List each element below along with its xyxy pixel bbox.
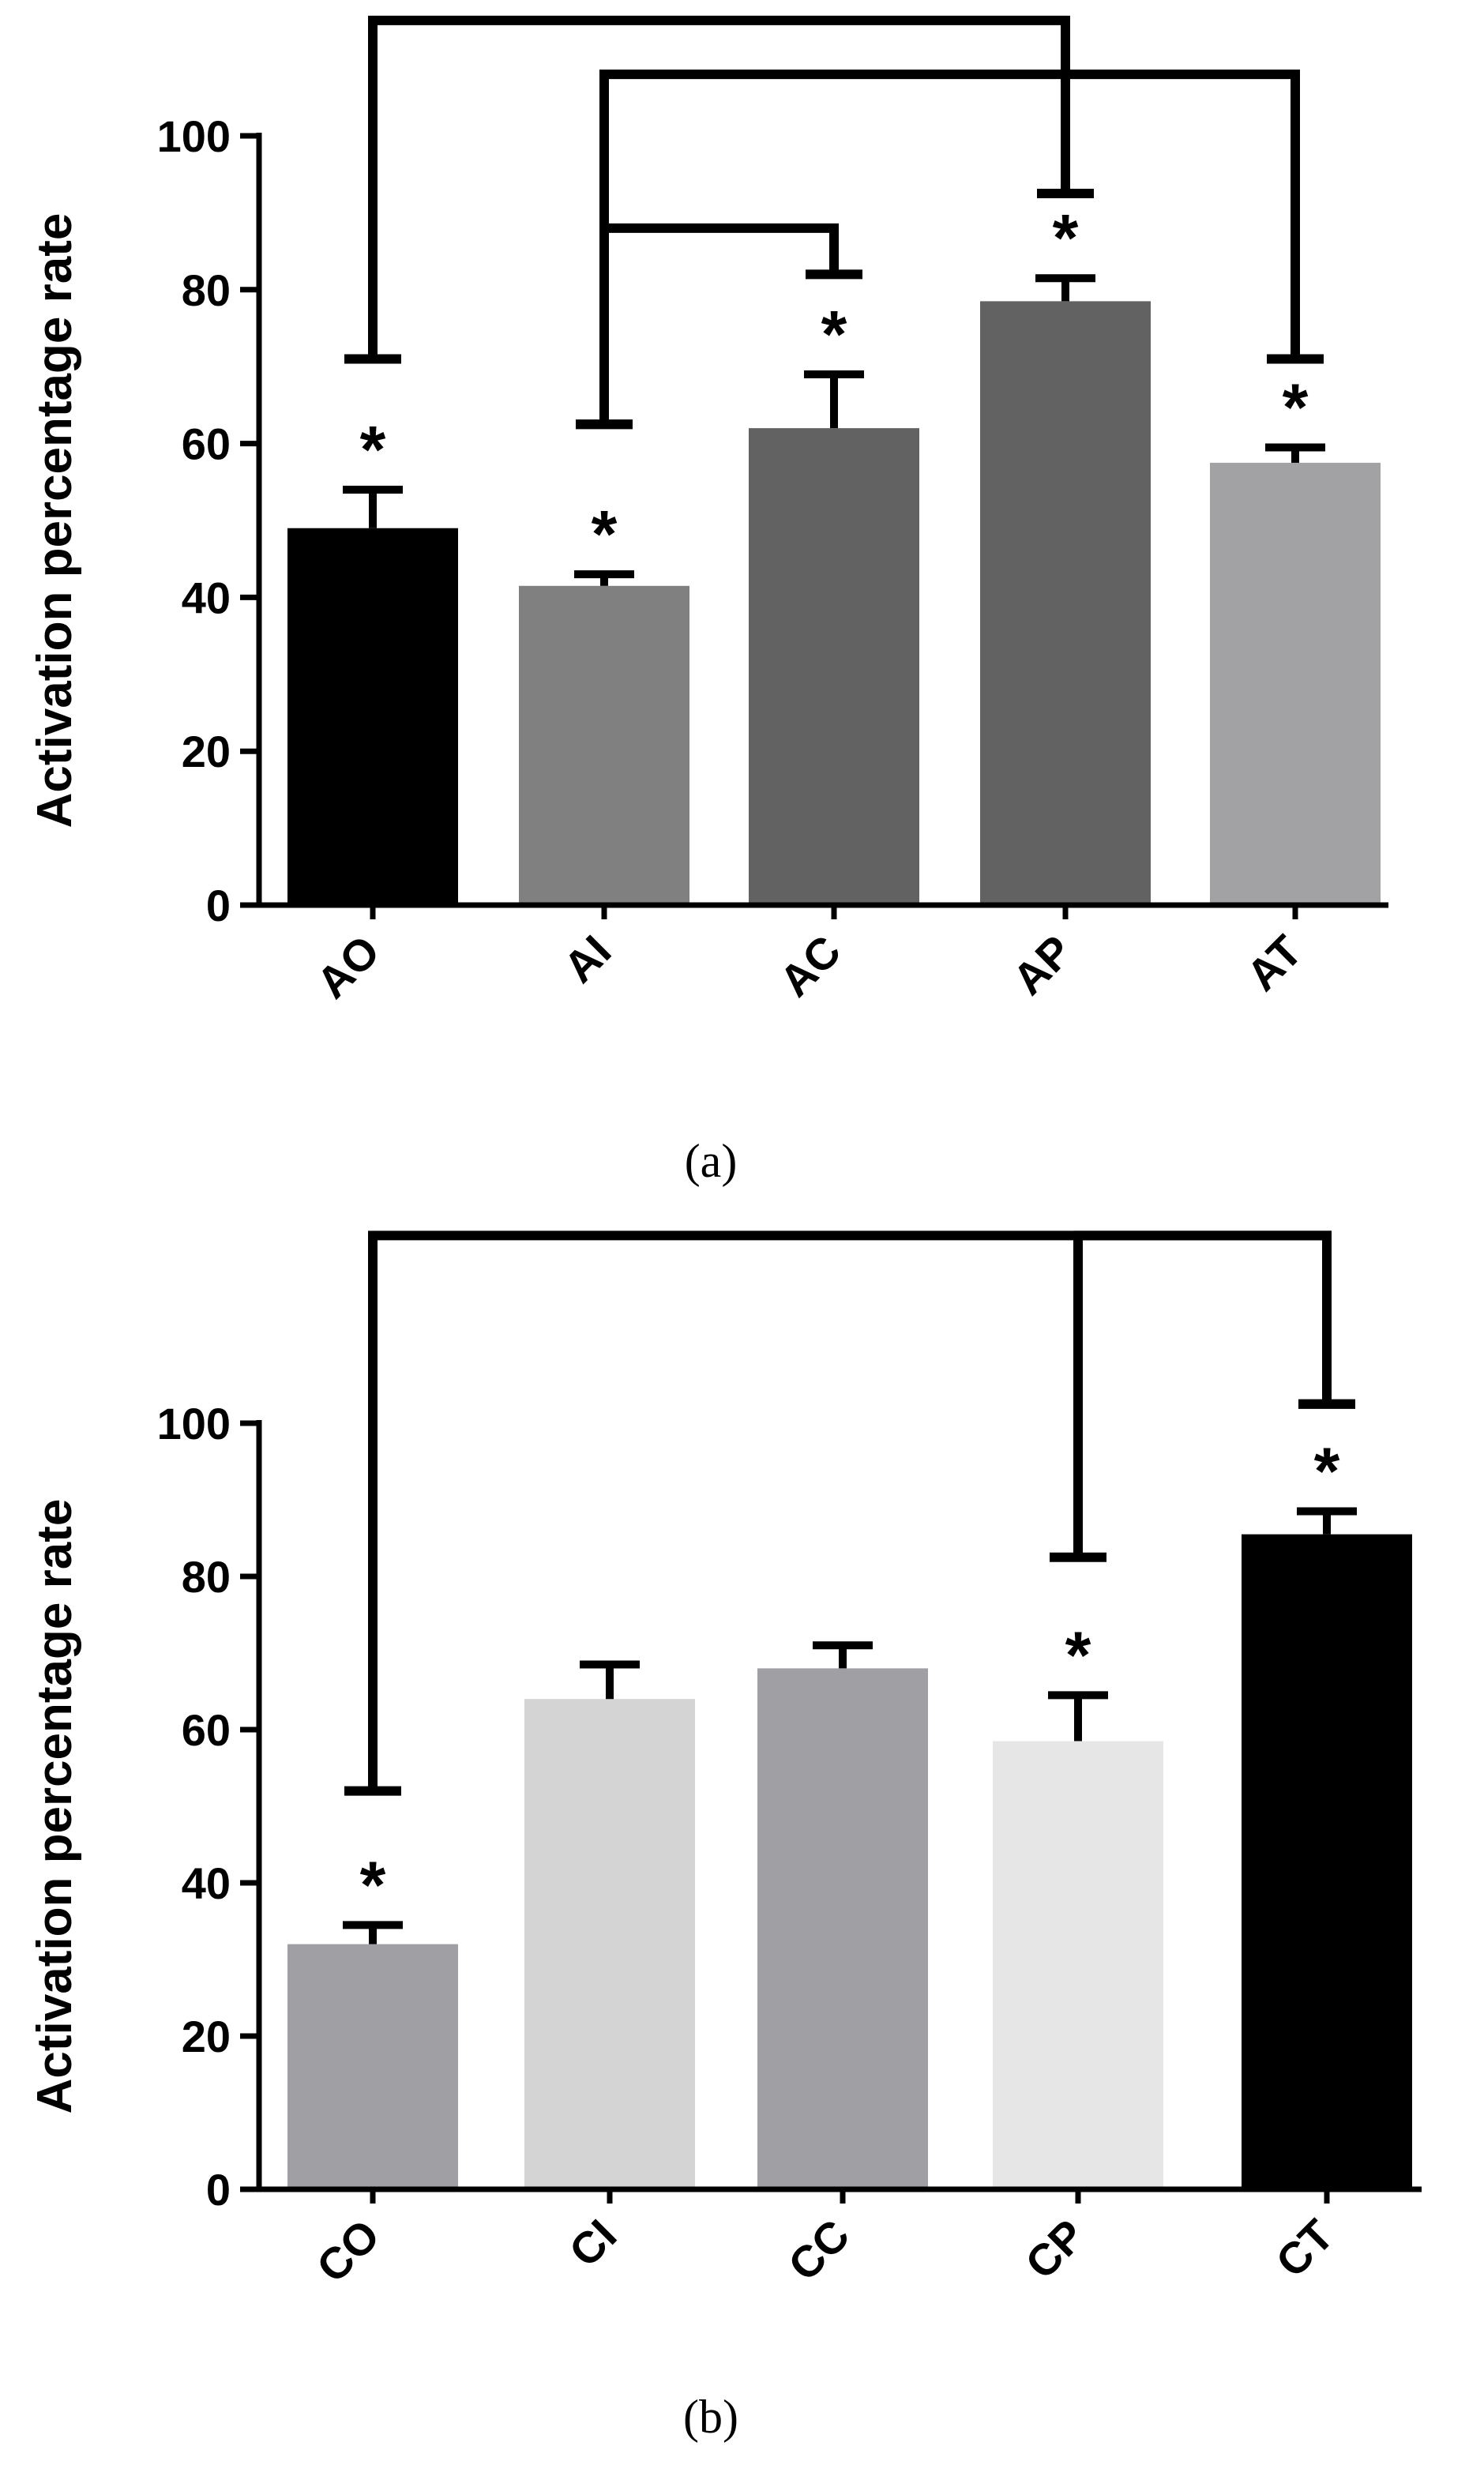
- bar-ao: [287, 528, 458, 905]
- y-axis-title: Activation percentage rate: [28, 213, 82, 828]
- x-tick-label-ai: AI: [554, 926, 620, 992]
- bracket-cp-ct: [1073, 1230, 1332, 1557]
- significance-star-at: *: [1283, 370, 1309, 444]
- bar-cc: [757, 1668, 928, 2189]
- y-tick-label-20: 20: [182, 727, 231, 776]
- y-tick-label-40: 40: [182, 1858, 231, 1908]
- x-tick-label-at: AT: [1237, 926, 1311, 1000]
- y-tick-label-20: 20: [182, 2012, 231, 2061]
- x-tick-label-co: CO: [307, 2210, 389, 2292]
- bracket-ai-at: [599, 70, 1300, 425]
- y-tick-label-100: 100: [157, 1399, 231, 1448]
- y-tick-label-80: 80: [182, 1552, 231, 1602]
- x-tick-label-ci: CI: [559, 2210, 626, 2276]
- y-axis-title: Activation percentage rate: [28, 1499, 82, 2114]
- y-tick-label-40: 40: [182, 573, 231, 622]
- significance-star-ac: *: [821, 297, 847, 371]
- y-tick-label-80: 80: [182, 265, 231, 315]
- panel-caption: (b): [683, 2391, 738, 2443]
- significance-star-ct: *: [1314, 1434, 1340, 1509]
- bracket-ao-ap: [368, 15, 1070, 359]
- bar-ci: [524, 1699, 695, 2189]
- x-tick-label-ac: AC: [770, 926, 851, 1006]
- y-tick-label-0: 0: [206, 2165, 231, 2215]
- bar-at: [1210, 462, 1381, 905]
- y-tick-label-0: 0: [206, 881, 231, 930]
- x-tick-label-ct: CT: [1266, 2210, 1343, 2286]
- y-tick-label-60: 60: [182, 419, 231, 469]
- y-tick-label-60: 60: [182, 1705, 231, 1755]
- bar-ct: [1242, 1534, 1412, 2189]
- chart-panel-a: * AO * AI * AC * AP * AT 0 20 40 60 80 100 Activation pe…: [28, 15, 1388, 1187]
- bar-ai: [519, 585, 689, 905]
- x-tick-label-cp: CP: [1016, 2210, 1095, 2289]
- bracket-ai-ac: [599, 223, 839, 425]
- x-tick-label-ap: AP: [1003, 926, 1082, 1005]
- bar-cp: [993, 1741, 1163, 2189]
- panel-caption: (a): [685, 1135, 738, 1187]
- bar-ap: [980, 301, 1151, 905]
- significance-star-ai: *: [592, 497, 618, 571]
- x-tick-label-cc: CC: [779, 2210, 859, 2290]
- bar-co: [287, 1944, 458, 2189]
- significance-star-ao: *: [360, 412, 386, 487]
- significance-star-cp: *: [1065, 1617, 1091, 1692]
- significance-star-co: *: [360, 1847, 386, 1922]
- y-tick-label-100: 100: [157, 111, 231, 161]
- x-tick-label-ao: AO: [307, 926, 389, 1008]
- significance-star-ap: *: [1053, 201, 1079, 275]
- chart-panel-b: * CO CI CC * CP * CT 0 20 40 60 80 100 Activation perc…: [28, 1230, 1422, 2443]
- bar-ac: [749, 428, 919, 905]
